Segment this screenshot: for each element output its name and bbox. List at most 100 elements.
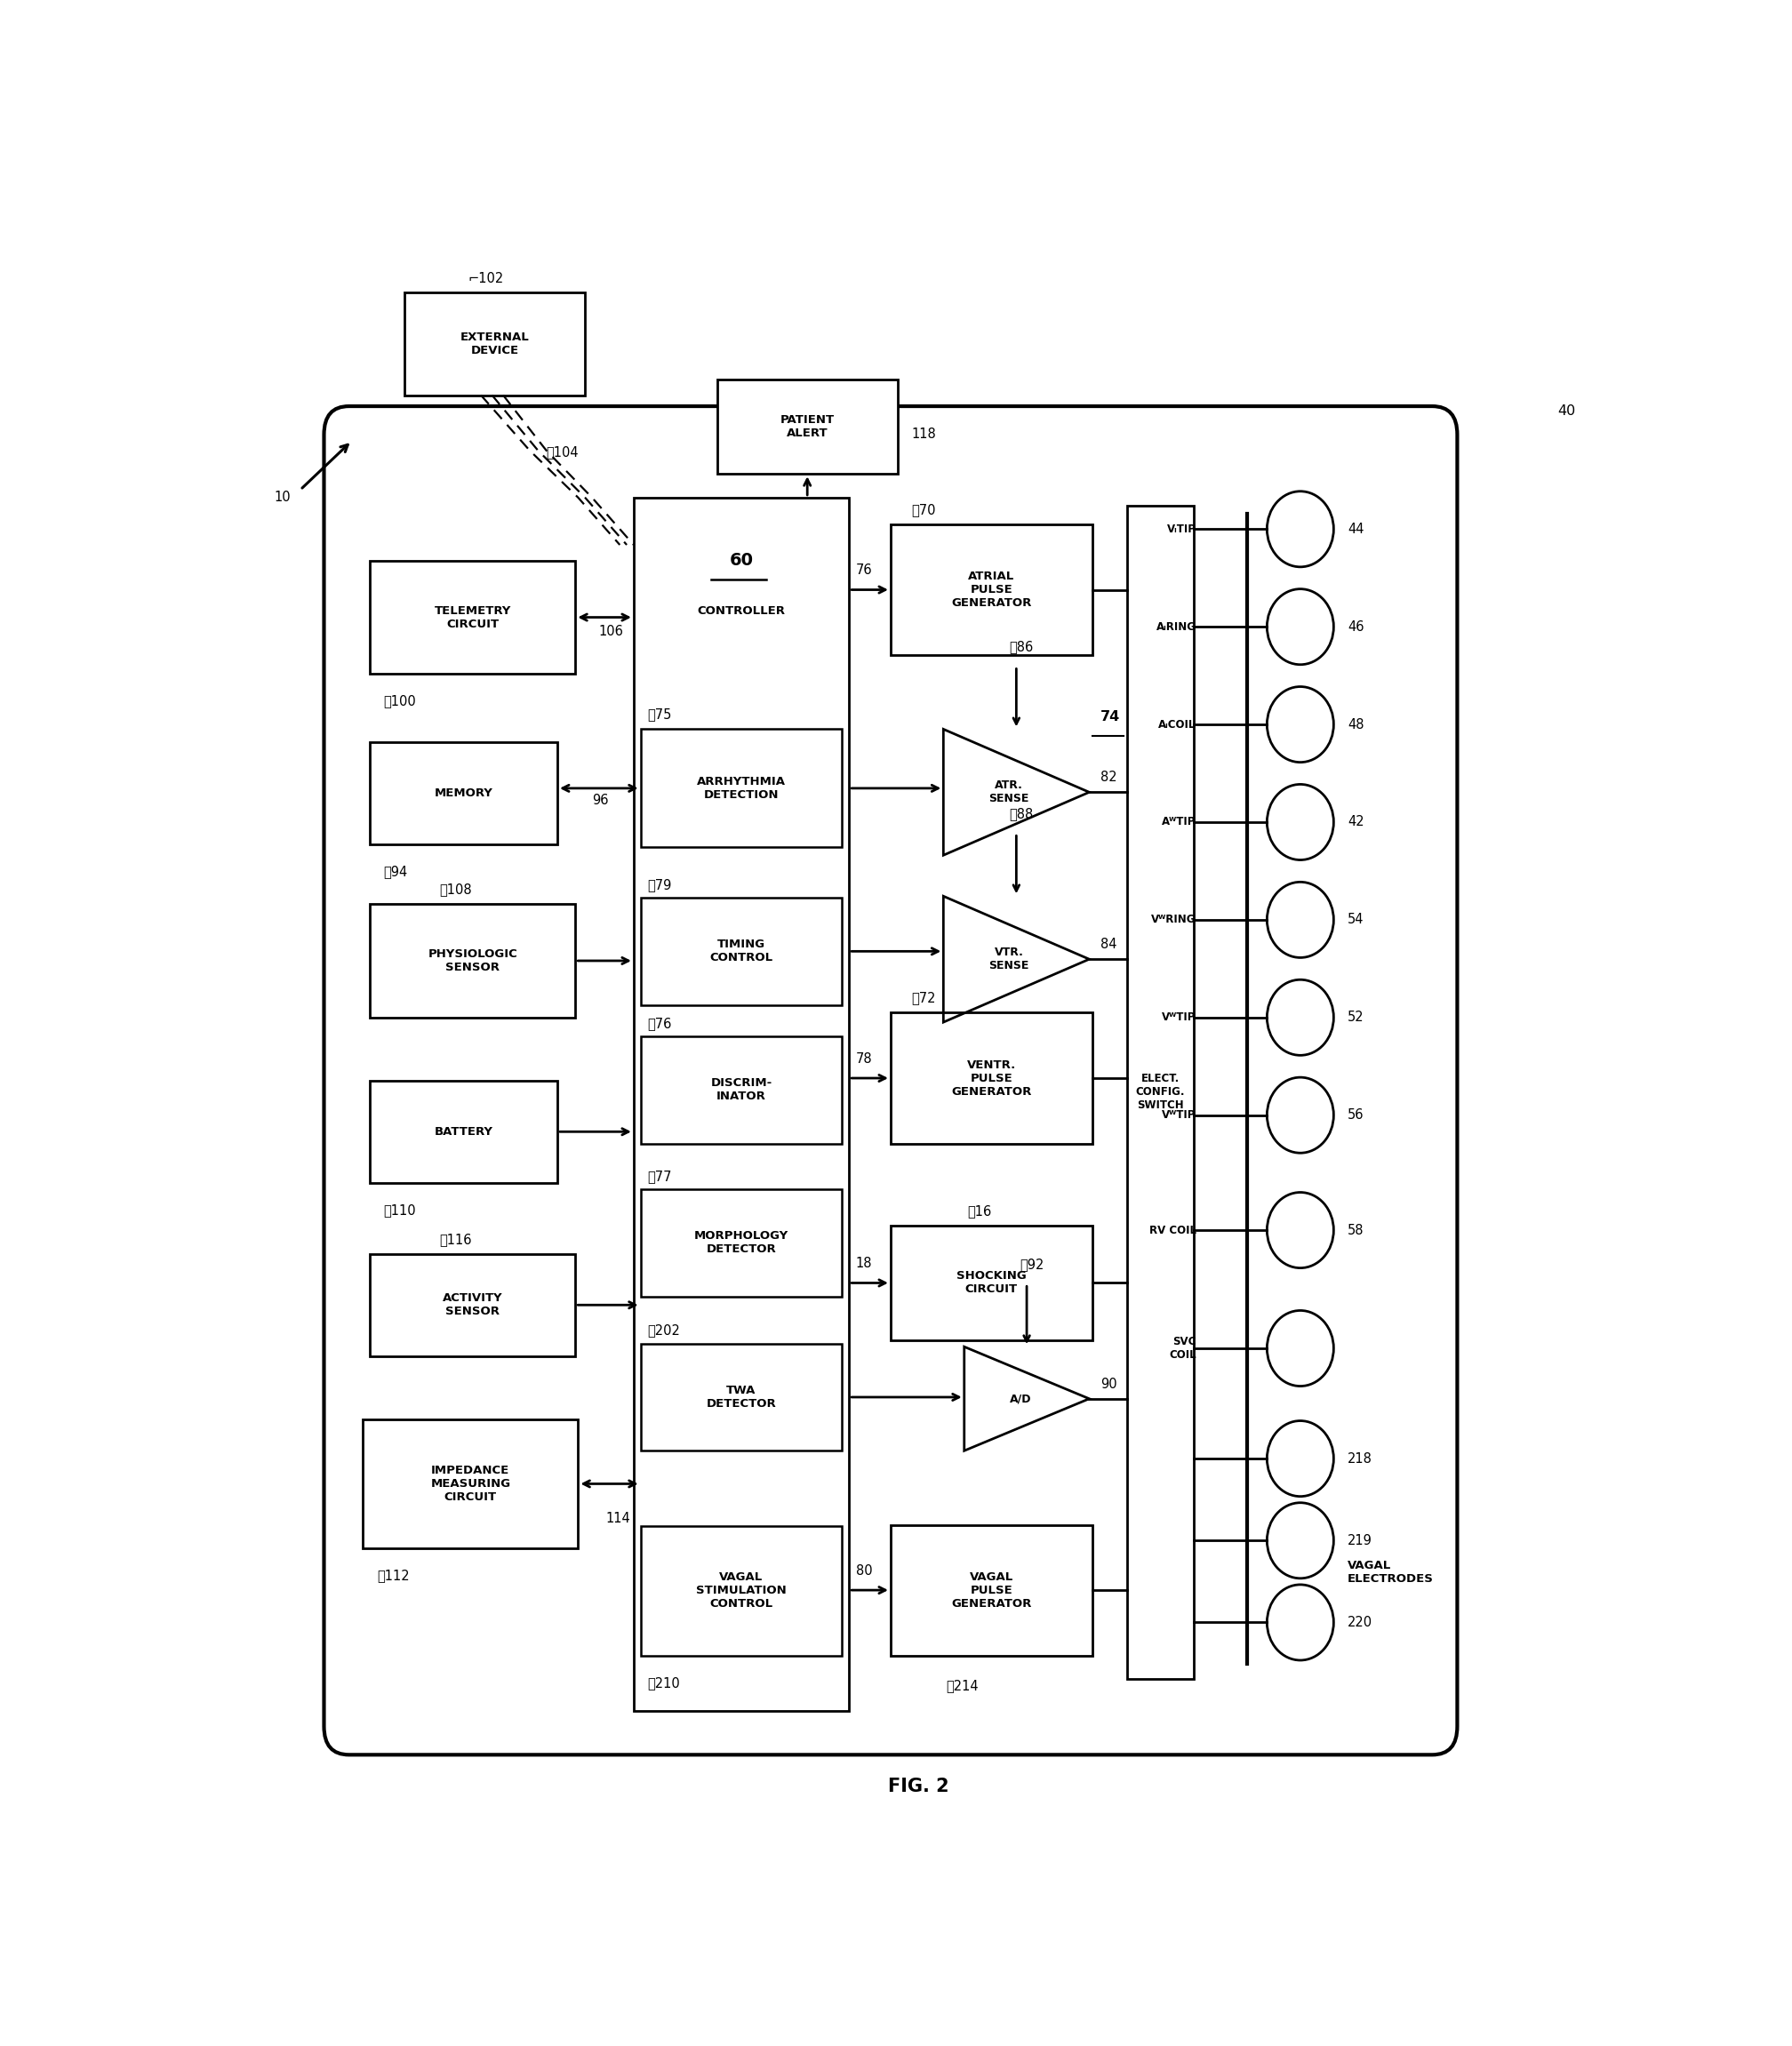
Text: 106: 106 — [599, 624, 624, 638]
Text: VₗTIP: VₗTIP — [1167, 524, 1197, 534]
Text: AₗRING: AₗRING — [1156, 622, 1197, 632]
Text: ATR.
SENSE: ATR. SENSE — [989, 780, 1029, 804]
Text: DISCRIM-
INATOR: DISCRIM- INATOR — [711, 1078, 772, 1103]
Text: ⌣77: ⌣77 — [647, 1170, 672, 1183]
FancyBboxPatch shape — [642, 728, 842, 847]
Text: 219: 219 — [1348, 1534, 1373, 1547]
FancyBboxPatch shape — [324, 407, 1457, 1755]
Text: ⌣94: ⌣94 — [383, 865, 409, 878]
Text: MORPHOLOGY
DETECTOR: MORPHOLOGY DETECTOR — [694, 1230, 788, 1254]
Text: 82: 82 — [1100, 771, 1116, 784]
Text: VᵂTIP: VᵂTIP — [1161, 1109, 1197, 1121]
Text: ⌣202: ⌣202 — [647, 1324, 681, 1338]
Text: ⌣100: ⌣100 — [383, 694, 416, 708]
FancyBboxPatch shape — [405, 293, 584, 395]
FancyBboxPatch shape — [642, 1344, 842, 1451]
Text: 40: 40 — [1557, 405, 1575, 417]
Text: VAGAL
ELECTRODES: VAGAL ELECTRODES — [1348, 1559, 1434, 1584]
Text: VᵂTIP: VᵂTIP — [1161, 1011, 1197, 1023]
Text: SHOCKING
CIRCUIT: SHOCKING CIRCUIT — [957, 1271, 1027, 1295]
Text: 76: 76 — [857, 565, 873, 577]
Text: CONTROLLER: CONTROLLER — [697, 606, 785, 616]
Text: ⌣214: ⌣214 — [946, 1680, 978, 1692]
Text: 84: 84 — [1100, 937, 1116, 951]
Text: SVC
COIL: SVC COIL — [1168, 1336, 1197, 1361]
Text: ⌣116: ⌣116 — [439, 1232, 471, 1246]
Text: 48: 48 — [1348, 718, 1364, 730]
FancyBboxPatch shape — [369, 1080, 557, 1183]
Text: BATTERY: BATTERY — [434, 1125, 493, 1138]
FancyBboxPatch shape — [717, 379, 898, 475]
Text: VENTR.
PULSE
GENERATOR: VENTR. PULSE GENERATOR — [952, 1060, 1032, 1097]
FancyBboxPatch shape — [642, 1189, 842, 1297]
Text: ⌐102: ⌐102 — [468, 272, 504, 284]
Text: ARRHYTHMIA
DETECTION: ARRHYTHMIA DETECTION — [697, 775, 785, 800]
Text: VᵂRING: VᵂRING — [1150, 915, 1197, 925]
Text: 218: 218 — [1348, 1453, 1373, 1465]
Text: ATRIAL
PULSE
GENERATOR: ATRIAL PULSE GENERATOR — [952, 571, 1032, 610]
Text: 220: 220 — [1348, 1616, 1373, 1629]
Text: 44: 44 — [1348, 522, 1364, 536]
FancyBboxPatch shape — [369, 561, 575, 673]
Text: 56: 56 — [1348, 1109, 1364, 1121]
Text: 114: 114 — [606, 1512, 631, 1524]
Text: 96: 96 — [591, 794, 609, 806]
Text: RV COIL: RV COIL — [1149, 1224, 1197, 1236]
Text: 118: 118 — [912, 428, 935, 442]
Text: 52: 52 — [1348, 1011, 1364, 1025]
Text: ELECT.
CONFIG.
SWITCH: ELECT. CONFIG. SWITCH — [1136, 1074, 1185, 1111]
FancyBboxPatch shape — [642, 898, 842, 1005]
FancyBboxPatch shape — [891, 1226, 1091, 1340]
Text: TELEMETRY
CIRCUIT: TELEMETRY CIRCUIT — [434, 606, 511, 630]
Text: 74: 74 — [1100, 710, 1120, 724]
FancyBboxPatch shape — [369, 904, 575, 1017]
FancyBboxPatch shape — [891, 524, 1091, 655]
Text: A/D: A/D — [1009, 1393, 1032, 1404]
Text: TIMING
CONTROL: TIMING CONTROL — [710, 939, 772, 964]
Text: VAGAL
PULSE
GENERATOR: VAGAL PULSE GENERATOR — [952, 1571, 1032, 1610]
Text: ⌣86: ⌣86 — [1009, 640, 1034, 653]
FancyBboxPatch shape — [369, 743, 557, 845]
Text: ⌣70: ⌣70 — [912, 503, 935, 516]
Text: EXTERNAL
DEVICE: EXTERNAL DEVICE — [461, 331, 529, 356]
Text: 10: 10 — [274, 491, 290, 503]
Text: ⌣16: ⌣16 — [968, 1205, 991, 1217]
Text: TWA
DETECTOR: TWA DETECTOR — [706, 1385, 776, 1410]
FancyBboxPatch shape — [642, 1526, 842, 1655]
Text: ACTIVITY
SENSOR: ACTIVITY SENSOR — [443, 1293, 502, 1318]
Text: 42: 42 — [1348, 816, 1364, 829]
FancyBboxPatch shape — [891, 1013, 1091, 1144]
Text: VAGAL
STIMULATION
CONTROL: VAGAL STIMULATION CONTROL — [695, 1571, 787, 1610]
Text: ⌣108: ⌣108 — [439, 882, 471, 896]
Text: 60: 60 — [729, 552, 753, 569]
Text: PATIENT
ALERT: PATIENT ALERT — [780, 413, 835, 440]
Text: 58: 58 — [1348, 1224, 1364, 1238]
FancyBboxPatch shape — [634, 497, 849, 1710]
Text: 54: 54 — [1348, 913, 1364, 927]
Text: 78: 78 — [857, 1052, 873, 1066]
Text: 18: 18 — [857, 1256, 873, 1271]
Text: IMPEDANCE
MEASURING
CIRCUIT: IMPEDANCE MEASURING CIRCUIT — [430, 1465, 511, 1504]
Text: 90: 90 — [1100, 1377, 1116, 1391]
Text: 46: 46 — [1348, 620, 1364, 634]
Text: ⌣110: ⌣110 — [383, 1203, 416, 1217]
Text: VTR.
SENSE: VTR. SENSE — [989, 947, 1029, 972]
Text: ⌣104: ⌣104 — [547, 446, 579, 458]
Text: AₗCOIL: AₗCOIL — [1158, 718, 1197, 730]
Text: AᵂTIP: AᵂTIP — [1161, 816, 1197, 829]
Text: ⌣92: ⌣92 — [1020, 1258, 1045, 1271]
Text: PHYSIOLOGIC
SENSOR: PHYSIOLOGIC SENSOR — [428, 947, 518, 974]
FancyBboxPatch shape — [369, 1254, 575, 1356]
Text: MEMORY: MEMORY — [434, 788, 493, 798]
Text: ⌣75: ⌣75 — [647, 708, 672, 722]
FancyBboxPatch shape — [1127, 505, 1193, 1680]
Text: ⌣72: ⌣72 — [912, 992, 935, 1005]
Text: ⌣88: ⌣88 — [1009, 808, 1034, 820]
FancyBboxPatch shape — [642, 1037, 842, 1144]
Text: ⌣112: ⌣112 — [376, 1569, 409, 1582]
Text: FIG. 2: FIG. 2 — [887, 1778, 950, 1794]
Text: 80: 80 — [857, 1565, 873, 1577]
FancyBboxPatch shape — [891, 1524, 1091, 1655]
Text: ⌣79: ⌣79 — [647, 878, 672, 892]
FancyBboxPatch shape — [362, 1420, 579, 1549]
